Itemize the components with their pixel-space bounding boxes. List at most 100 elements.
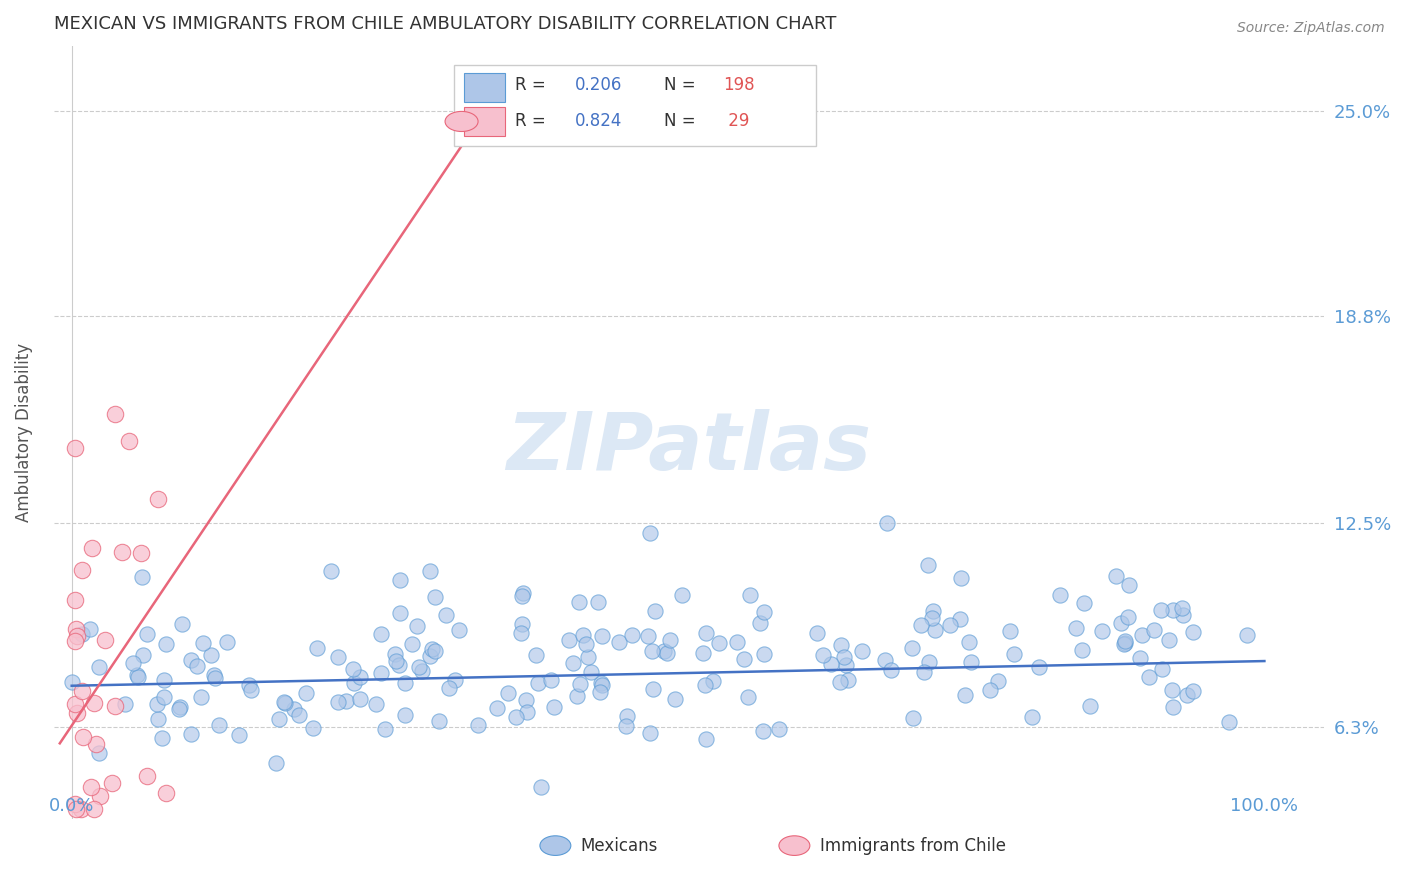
Point <box>939 618 962 632</box>
Point <box>1073 596 1095 610</box>
Point <box>153 690 176 704</box>
Point <box>917 558 939 573</box>
Point <box>94 632 117 647</box>
Point <box>1116 609 1139 624</box>
Point <box>620 628 643 642</box>
Point <box>302 721 325 735</box>
Point <box>65 593 87 607</box>
Point <box>169 700 191 714</box>
Point <box>408 659 430 673</box>
Point <box>411 664 433 678</box>
Point <box>568 595 591 609</box>
Point <box>202 668 225 682</box>
Point <box>388 606 411 620</box>
Point <box>820 657 842 672</box>
Point <box>180 653 202 667</box>
Point <box>111 545 134 559</box>
Point <box>349 692 371 706</box>
Point <box>1049 588 1071 602</box>
Point <box>1078 699 1101 714</box>
Point <box>394 707 416 722</box>
Point <box>876 516 898 530</box>
Point <box>960 655 983 669</box>
Point <box>1218 714 1240 729</box>
Point <box>65 622 87 636</box>
Point <box>1091 624 1114 638</box>
Point <box>70 563 93 577</box>
Point <box>388 574 411 588</box>
Point <box>66 629 89 643</box>
Point <box>505 710 527 724</box>
Point <box>125 668 148 682</box>
Point <box>186 658 208 673</box>
Point <box>949 571 972 585</box>
Point <box>979 683 1001 698</box>
Point <box>384 647 406 661</box>
Point <box>180 726 202 740</box>
Text: ZIPatlas: ZIPatlas <box>506 409 872 487</box>
Point <box>749 616 772 631</box>
Point <box>640 726 662 740</box>
Point <box>343 676 366 690</box>
Point <box>921 610 943 624</box>
Point <box>664 692 686 706</box>
Point <box>540 673 562 687</box>
Point <box>84 737 107 751</box>
Point <box>910 618 932 632</box>
Point <box>65 802 87 816</box>
Point <box>641 681 664 696</box>
Point <box>1171 600 1194 615</box>
Point <box>66 706 89 720</box>
Point <box>394 675 416 690</box>
Point <box>328 650 350 665</box>
Point <box>1118 578 1140 592</box>
Point <box>273 695 295 709</box>
Point <box>609 635 631 649</box>
Point <box>1236 627 1258 641</box>
Point <box>1109 615 1132 630</box>
Y-axis label: Ambulatory Disability: Ambulatory Disability <box>15 343 32 522</box>
Point <box>918 655 941 669</box>
Point <box>1160 682 1182 697</box>
Point <box>132 648 155 662</box>
Point <box>62 675 84 690</box>
Point <box>172 617 194 632</box>
Point <box>737 690 759 704</box>
Point <box>1171 607 1194 622</box>
Point <box>419 564 441 578</box>
Point <box>512 586 534 600</box>
Point <box>671 588 693 602</box>
Point <box>695 625 717 640</box>
Point <box>65 797 87 812</box>
Point <box>122 656 145 670</box>
Point <box>543 699 565 714</box>
Point <box>104 407 127 421</box>
Point <box>510 617 533 632</box>
Point <box>922 603 945 617</box>
Point <box>374 722 396 736</box>
Point <box>616 708 638 723</box>
Point <box>427 714 450 728</box>
Point <box>561 656 583 670</box>
Point <box>239 682 262 697</box>
Text: 100.0%: 100.0% <box>1230 797 1298 815</box>
Point <box>641 643 664 657</box>
Point <box>79 623 101 637</box>
Point <box>644 604 666 618</box>
Point <box>449 624 471 638</box>
Point <box>998 624 1021 639</box>
Point <box>588 595 610 609</box>
Point <box>274 696 297 710</box>
Point <box>949 612 972 626</box>
Point <box>510 626 533 640</box>
Point <box>89 789 111 803</box>
Point <box>837 673 859 687</box>
Point <box>912 665 935 679</box>
Point <box>1132 627 1154 641</box>
Point <box>72 730 94 744</box>
Point <box>439 681 461 696</box>
Point <box>200 648 222 663</box>
Text: 0.824: 0.824 <box>575 112 621 129</box>
Point <box>146 697 169 711</box>
Point <box>83 802 105 816</box>
